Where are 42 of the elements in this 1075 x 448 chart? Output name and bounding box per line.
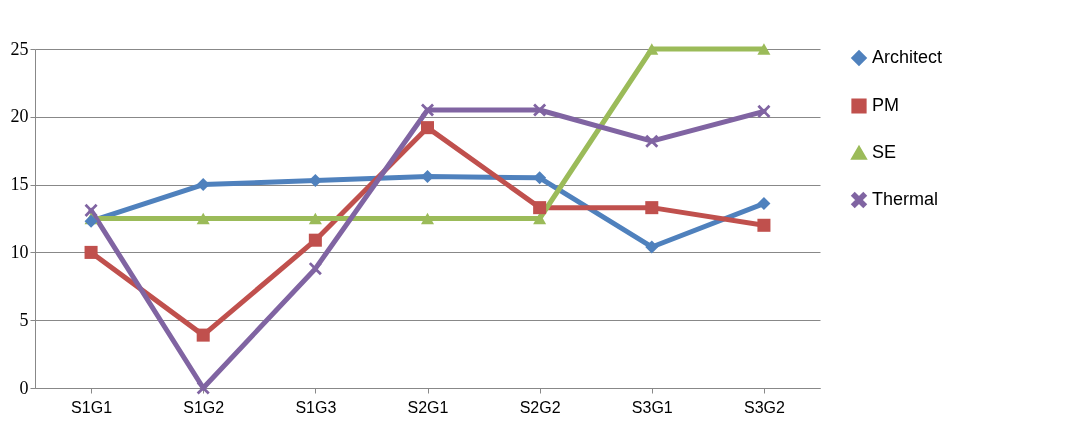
point [308,262,322,276]
point [645,134,659,148]
legend-label: SE [872,142,897,162]
point [645,201,659,215]
x-tick-label: S1G3 [295,398,337,416]
x-tick-label: S2G2 [519,398,561,416]
point [645,240,659,254]
point [533,171,547,185]
point [420,212,435,225]
x-tick-label: S3G2 [743,398,785,416]
y-tick-label: 20 [10,106,29,127]
x-tick-label: S3G1 [631,398,673,416]
point [196,381,210,395]
point [308,212,322,225]
point [84,203,98,217]
point [420,103,435,117]
x-tick-label: S1G2 [183,398,225,416]
x-tick-label: S2G1 [407,398,449,416]
point [757,104,771,118]
point [196,328,210,342]
point [533,103,547,117]
point [757,197,771,211]
y-tick-label: 0 [19,377,29,398]
legend-label: Thermal [872,189,939,209]
point [533,212,547,225]
legend-label: PM [872,95,899,115]
point [420,121,435,135]
point [308,174,322,188]
point [308,233,322,247]
point [645,43,659,55]
point [757,218,771,232]
point [533,201,547,215]
point [196,178,210,192]
point [757,43,771,55]
legend-label: Architect [872,47,943,67]
x-tick-label: S1G1 [71,398,113,416]
y-tick-label: 25 [10,38,29,59]
y-tick-label: 5 [19,309,29,330]
y-tick-label: 10 [10,241,29,262]
y-tick-label: 15 [10,174,29,195]
point [196,212,210,225]
point [84,245,98,259]
